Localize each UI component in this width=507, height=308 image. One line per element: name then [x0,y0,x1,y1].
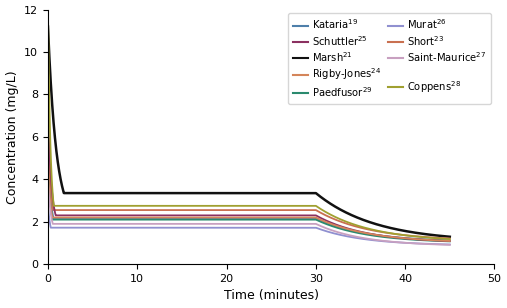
Coppens$^{28}$ [447,237,453,241]
Short$^{23}$ [435,236,441,240]
Murat$^{26}$ [65,226,71,229]
Marsh$^{21}$ [361,218,368,222]
Schuttler$^{25}$ [447,239,453,243]
Paedfusor$^{29}$ [45,167,51,171]
Y-axis label: Concentration (mg/L): Concentration (mg/L) [6,70,19,204]
Schuttler$^{25}$ [65,213,71,217]
Marsh$^{21}$ [435,234,441,237]
Line: Saint-Maurice$^{27}$: Saint-Maurice$^{27}$ [48,181,450,245]
Saint-Maurice$^{27}$ [361,236,368,240]
Rigby-Jones$^{24}$ [435,239,441,242]
Murat$^{26}$ [361,237,368,241]
Line: Paedfusor$^{29}$: Paedfusor$^{29}$ [48,169,450,241]
Saint-Maurice$^{27}$ [435,243,441,246]
Rigby-Jones$^{24}$ [435,239,441,242]
Rigby-Jones$^{24}$ [230,216,236,219]
Coppens$^{28}$ [45,10,51,14]
Saint-Maurice$^{27}$ [230,222,236,226]
Paedfusor$^{29}$ [361,232,368,236]
Marsh$^{21}$ [447,235,453,239]
Schuttler$^{25}$ [240,213,246,217]
Short$^{23}$ [230,208,236,212]
Rigby-Jones$^{24}$ [447,239,453,243]
Short$^{23}$ [361,227,368,230]
Marsh$^{21}$ [435,234,441,237]
Coppens$^{28}$ [435,237,441,240]
Kataria$^{19}$ [447,238,453,242]
Saint-Maurice$^{27}$ [45,180,51,183]
Murat$^{26}$ [435,242,441,246]
Murat$^{26}$ [45,204,51,208]
Kataria$^{19}$ [361,231,368,235]
Short$^{23}$ [435,236,441,240]
Schuttler$^{25}$ [361,231,368,234]
Kataria$^{19}$ [240,217,246,221]
Paedfusor$^{29}$ [435,239,441,243]
Coppens$^{28}$ [230,204,236,208]
Coppens$^{28}$ [435,237,441,240]
Kataria$^{19}$ [45,160,51,164]
Short$^{23}$ [240,208,246,212]
Rigby-Jones$^{24}$ [240,216,246,219]
Coppens$^{28}$ [65,204,71,208]
Murat$^{26}$ [447,243,453,246]
Line: Short$^{23}$: Short$^{23}$ [48,141,450,238]
Rigby-Jones$^{24}$ [361,231,368,235]
Coppens$^{28}$ [240,204,246,208]
Saint-Maurice$^{27}$ [435,243,441,246]
Marsh$^{21}$ [65,191,71,195]
Schuttler$^{25}$ [45,110,51,113]
Line: Kataria$^{19}$: Kataria$^{19}$ [48,162,450,240]
Murat$^{26}$ [435,242,441,246]
Line: Rigby-Jones$^{24}$: Rigby-Jones$^{24}$ [48,171,450,241]
Line: Murat$^{26}$: Murat$^{26}$ [48,206,450,245]
Short$^{23}$ [45,139,51,143]
Schuttler$^{25}$ [230,213,236,217]
Paedfusor$^{29}$ [230,218,236,221]
Paedfusor$^{29}$ [447,240,453,243]
Saint-Maurice$^{27}$ [240,222,246,226]
Saint-Maurice$^{27}$ [447,243,453,247]
Schuttler$^{25}$ [435,239,441,242]
Kataria$^{19}$ [435,238,441,242]
Legend: Kataria$^{19}$, Schuttler$^{25}$, Marsh$^{21}$, Rigby-Jones$^{24}$, Paedfusor$^{: Kataria$^{19}$, Schuttler$^{25}$, Marsh$… [288,13,491,103]
Marsh$^{21}$ [240,191,246,195]
Schuttler$^{25}$ [435,239,441,242]
Paedfusor$^{29}$ [65,218,71,221]
X-axis label: Time (minutes): Time (minutes) [224,290,319,302]
Kataria$^{19}$ [435,238,441,242]
Coppens$^{28}$ [361,226,368,229]
Paedfusor$^{29}$ [435,239,441,243]
Paedfusor$^{29}$ [240,218,246,221]
Saint-Maurice$^{27}$ [65,222,71,226]
Short$^{23}$ [65,208,71,212]
Murat$^{26}$ [240,226,246,229]
Marsh$^{21}$ [45,25,51,28]
Line: Coppens$^{28}$: Coppens$^{28}$ [48,12,450,239]
Short$^{23}$ [447,237,453,240]
Line: Schuttler$^{25}$: Schuttler$^{25}$ [48,111,450,241]
Rigby-Jones$^{24}$ [65,216,71,219]
Line: Marsh$^{21}$: Marsh$^{21}$ [48,26,450,237]
Murat$^{26}$ [230,226,236,229]
Rigby-Jones$^{24}$ [45,169,51,173]
Kataria$^{19}$ [65,217,71,221]
Kataria$^{19}$ [230,217,236,221]
Marsh$^{21}$ [230,191,236,195]
